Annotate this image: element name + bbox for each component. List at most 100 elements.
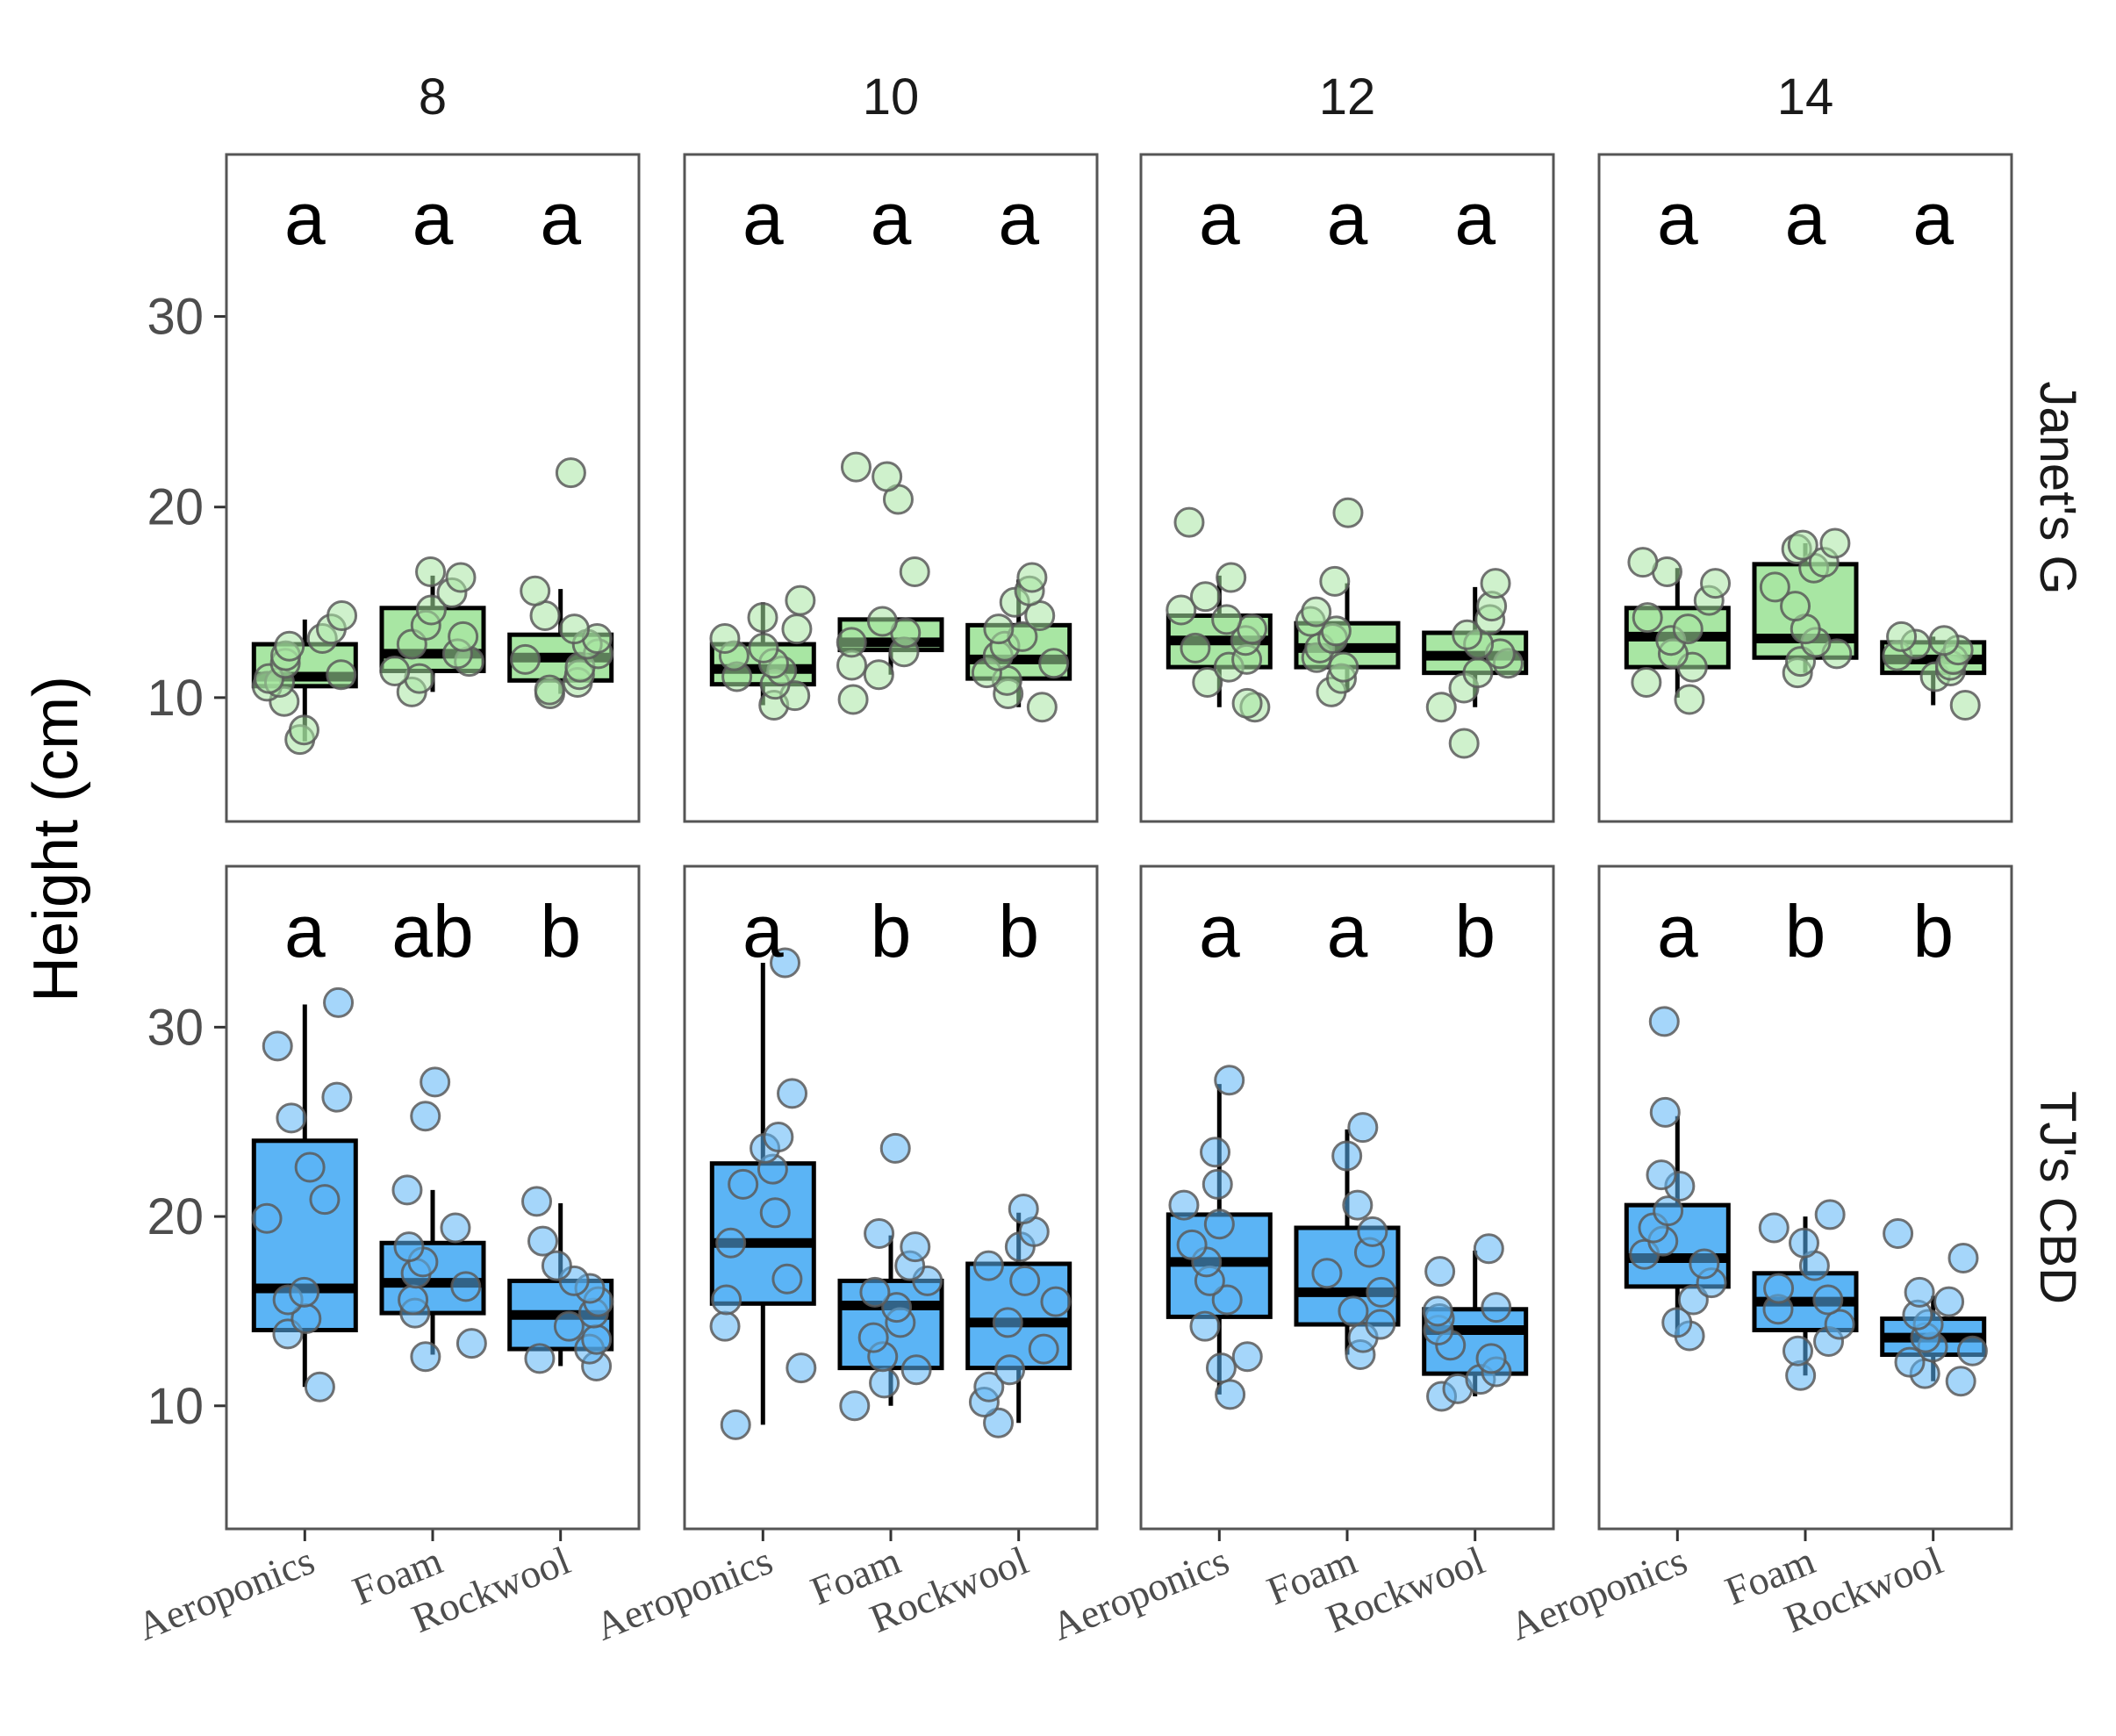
- data-point: [1211, 604, 1243, 635]
- data-point: [872, 461, 903, 492]
- data-point: [1627, 547, 1659, 578]
- data-point: [1947, 1243, 1979, 1274]
- facet-row-label: TJ's CBD: [2029, 1091, 2086, 1304]
- data-point: [879, 1132, 911, 1164]
- data-point: [326, 659, 357, 691]
- x-tick-label: Aeroponics: [589, 1538, 778, 1649]
- data-point: [391, 1174, 423, 1206]
- panel: a ab b: [225, 864, 641, 1531]
- data-point: [1201, 1168, 1233, 1200]
- data-point: [379, 655, 411, 686]
- data-point: [415, 594, 447, 626]
- data-point: [520, 575, 551, 606]
- significance-letter: a: [1657, 177, 1698, 260]
- data-point: [866, 606, 898, 637]
- data-point: [1824, 1309, 1855, 1340]
- significance-letter: b: [871, 890, 912, 972]
- significance-letter: a: [742, 177, 784, 260]
- data-point: [1674, 684, 1705, 715]
- data-point: [1883, 1217, 1914, 1249]
- data-point: [415, 556, 447, 588]
- data-point: [1631, 666, 1662, 698]
- data-point: [309, 1184, 341, 1216]
- significance-letter: b: [1785, 890, 1826, 972]
- significance-letter: b: [1912, 890, 1954, 972]
- facet-column-label: 10: [863, 68, 920, 126]
- data-point: [1205, 1352, 1237, 1384]
- data-point: [410, 1341, 441, 1373]
- data-point: [1180, 632, 1211, 664]
- data-point: [973, 1371, 1005, 1402]
- data-point: [1782, 1335, 1814, 1367]
- data-point: [857, 1322, 889, 1353]
- significance-letter: b: [998, 890, 1039, 972]
- significance-letter: b: [540, 890, 581, 972]
- data-point: [840, 451, 872, 483]
- data-point: [398, 1284, 429, 1316]
- data-point: [289, 1276, 320, 1308]
- data-point: [781, 613, 813, 645]
- data-point: [445, 562, 477, 593]
- data-point: [251, 1202, 283, 1234]
- data-point: [771, 1263, 803, 1295]
- data-point: [785, 585, 816, 616]
- facet-column-label: 12: [1319, 68, 1376, 126]
- y-axis-title: Height (cm): [21, 676, 91, 1002]
- data-point: [1700, 568, 1732, 599]
- data-point: [1787, 529, 1818, 561]
- y-tick-label: 10: [147, 1378, 204, 1435]
- data-point: [455, 1328, 487, 1359]
- significance-letter: a: [871, 177, 912, 260]
- data-point: [720, 1409, 751, 1440]
- data-point: [709, 1310, 741, 1342]
- data-point: [274, 630, 305, 662]
- data-point: [1328, 651, 1359, 683]
- data-point: [1231, 1341, 1263, 1373]
- data-point: [869, 1367, 900, 1399]
- significance-letter: a: [540, 177, 581, 260]
- y-tick-label: 20: [147, 1188, 204, 1245]
- data-point: [1480, 568, 1511, 599]
- significance-letter: a: [998, 177, 1039, 260]
- data-point: [1448, 728, 1480, 759]
- y-tick-label: 30: [147, 999, 204, 1056]
- data-point: [541, 1250, 572, 1281]
- data-point: [711, 1284, 742, 1316]
- data-point: [450, 1271, 482, 1302]
- data-point: [1040, 1286, 1072, 1317]
- data-point: [900, 1231, 931, 1263]
- data-point: [1026, 692, 1058, 723]
- data-point: [983, 1407, 1015, 1438]
- y-tick-label: 10: [147, 670, 204, 727]
- data-point: [294, 1151, 326, 1183]
- data-point: [1331, 1140, 1363, 1172]
- data-point: [748, 632, 779, 664]
- significance-letter: a: [1454, 177, 1496, 260]
- data-point: [1173, 506, 1205, 538]
- data-point: [1319, 565, 1351, 597]
- significance-letter: a: [742, 890, 784, 972]
- data-point: [1009, 1265, 1041, 1296]
- data-point: [972, 1250, 1004, 1281]
- facet-column-label: 14: [1777, 68, 1834, 126]
- significance-letter: a: [1657, 890, 1698, 972]
- data-point: [420, 1066, 451, 1098]
- data-point: [1780, 591, 1811, 622]
- data-point: [1211, 1284, 1243, 1316]
- data-point: [1008, 1193, 1039, 1224]
- data-point: [1812, 1284, 1844, 1316]
- data-point: [715, 1227, 747, 1259]
- data-point: [1481, 1292, 1512, 1324]
- data-point: [410, 1101, 441, 1132]
- data-point: [521, 1186, 553, 1217]
- facet-column-label: 8: [419, 68, 447, 126]
- data-point: [900, 1354, 932, 1386]
- data-point: [440, 1212, 471, 1244]
- data-point: [1475, 1343, 1507, 1374]
- data-point: [555, 457, 586, 489]
- data-point: [1648, 1006, 1680, 1037]
- data-point: [1332, 497, 1364, 528]
